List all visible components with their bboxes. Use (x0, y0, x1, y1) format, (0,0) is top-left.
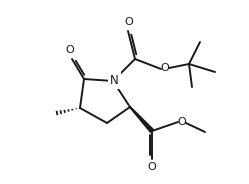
Text: N: N (110, 73, 118, 86)
Text: O: O (66, 45, 74, 55)
Text: O: O (161, 63, 169, 73)
Text: O: O (178, 117, 186, 127)
Text: O: O (148, 162, 156, 172)
Polygon shape (130, 107, 153, 132)
Text: O: O (125, 17, 133, 27)
